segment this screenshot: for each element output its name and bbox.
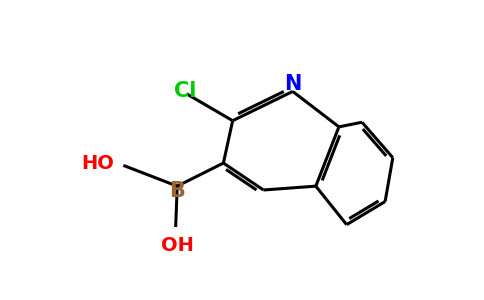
Text: N: N — [284, 74, 302, 94]
Text: Cl: Cl — [174, 81, 196, 101]
Text: OH: OH — [161, 236, 194, 255]
Text: B: B — [169, 181, 185, 201]
Text: HO: HO — [81, 154, 114, 173]
